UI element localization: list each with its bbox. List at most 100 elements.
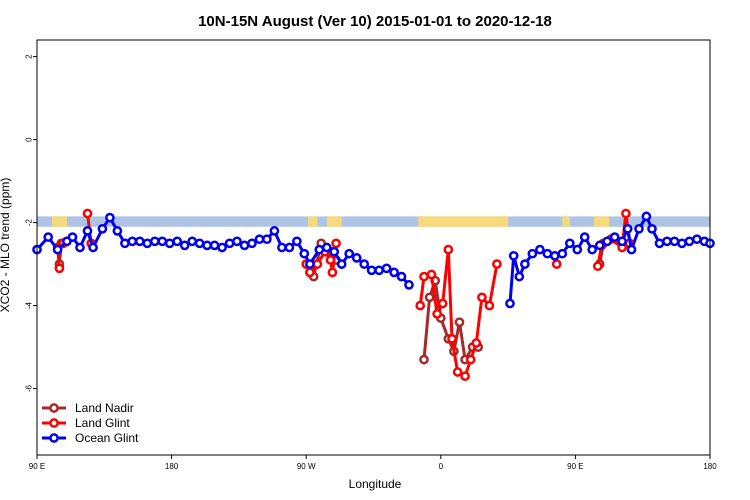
data-point	[277, 242, 287, 253]
y-axis: 2 0 -2 -4 -6	[24, 54, 37, 392]
x-axis-label: Longitude	[349, 477, 402, 491]
data-point	[426, 269, 437, 280]
data-point	[492, 259, 502, 269]
data-point	[419, 271, 429, 282]
legend-label: Ocean Glint	[75, 431, 139, 445]
data-point	[366, 265, 377, 276]
data-point	[527, 248, 538, 259]
data-point	[202, 240, 212, 251]
y-tick-label: -6	[24, 384, 33, 392]
data-point	[520, 259, 530, 269]
data-point	[477, 292, 487, 303]
data-point	[327, 267, 338, 278]
data-point	[262, 234, 272, 245]
data-point	[602, 236, 613, 247]
legend-item: Land Glint	[42, 416, 130, 430]
data-point	[187, 236, 198, 247]
data-point	[551, 259, 562, 269]
land-band-segment	[326, 216, 342, 227]
data-point	[164, 238, 175, 249]
data-point	[209, 240, 220, 251]
data-point	[579, 232, 590, 242]
data-point	[404, 280, 414, 290]
data-point	[374, 265, 384, 276]
legend-swatch-marker	[49, 403, 59, 413]
data-point	[419, 354, 429, 365]
data-point	[471, 338, 482, 348]
data-point	[54, 263, 65, 274]
data-point	[634, 223, 644, 234]
data-point	[247, 238, 257, 249]
legend-label: Land Glint	[75, 416, 130, 430]
data-point	[232, 236, 242, 247]
data-point	[305, 259, 315, 269]
y-tick-label: -2	[24, 218, 33, 226]
legend-swatch-marker	[49, 433, 59, 443]
land-band-segment	[418, 216, 509, 227]
y-tick-label: -4	[24, 301, 33, 309]
data-point	[321, 242, 332, 253]
data-point	[460, 371, 470, 382]
data-point	[312, 259, 323, 269]
ocean-band	[37, 216, 710, 227]
data-point	[452, 367, 463, 377]
data-point	[564, 238, 575, 249]
data-point	[224, 238, 235, 249]
series-layer	[32, 208, 715, 382]
data-point	[127, 236, 138, 247]
x-tick-label: 90 E	[29, 462, 45, 471]
data-point	[454, 317, 465, 328]
data-point	[75, 242, 85, 253]
data-point	[299, 248, 310, 259]
data-point	[120, 238, 130, 249]
data-point	[396, 271, 407, 282]
data-point	[179, 240, 190, 251]
data-point	[172, 236, 183, 247]
data-point	[331, 238, 341, 249]
data-point	[88, 242, 98, 253]
legend-item: Ocean Glint	[42, 431, 139, 445]
land-band-segment	[51, 216, 67, 227]
data-point	[194, 238, 205, 249]
x-tick-label: 0	[439, 462, 444, 471]
data-point	[647, 223, 657, 234]
legend-swatch-marker	[49, 418, 59, 428]
data-point	[622, 223, 633, 234]
data-point	[344, 248, 355, 259]
data-point	[641, 211, 652, 222]
data-point	[592, 261, 603, 272]
data-point	[336, 259, 347, 269]
data-point	[359, 259, 370, 269]
data-point	[292, 236, 302, 247]
x-tick-label: 90 E	[567, 462, 583, 471]
data-point	[254, 234, 265, 245]
plot-frame	[36, 39, 711, 456]
data-point	[669, 236, 680, 247]
data-point	[447, 333, 457, 344]
data-point	[684, 236, 695, 247]
data-point	[432, 309, 442, 319]
series-line	[508, 214, 711, 304]
data-point	[97, 223, 108, 234]
data-point	[43, 232, 54, 242]
land-band-segment	[562, 216, 570, 227]
legend-label: Land Nadir	[75, 401, 134, 415]
land-ocean-band	[37, 216, 710, 227]
data-point	[617, 236, 627, 247]
data-point	[465, 354, 476, 365]
data-point	[535, 244, 545, 255]
data-point	[437, 298, 448, 309]
y-tick-label: 2	[24, 54, 33, 59]
data-point	[424, 292, 435, 303]
data-point	[621, 208, 631, 219]
data-point	[557, 248, 568, 259]
data-point	[508, 250, 519, 261]
data-point	[314, 244, 325, 255]
series-line	[418, 248, 499, 378]
x-tick-label: 180	[703, 462, 717, 471]
x-tick-label: 180	[165, 462, 179, 471]
data-point	[381, 263, 392, 274]
land-band-segment	[594, 216, 610, 227]
